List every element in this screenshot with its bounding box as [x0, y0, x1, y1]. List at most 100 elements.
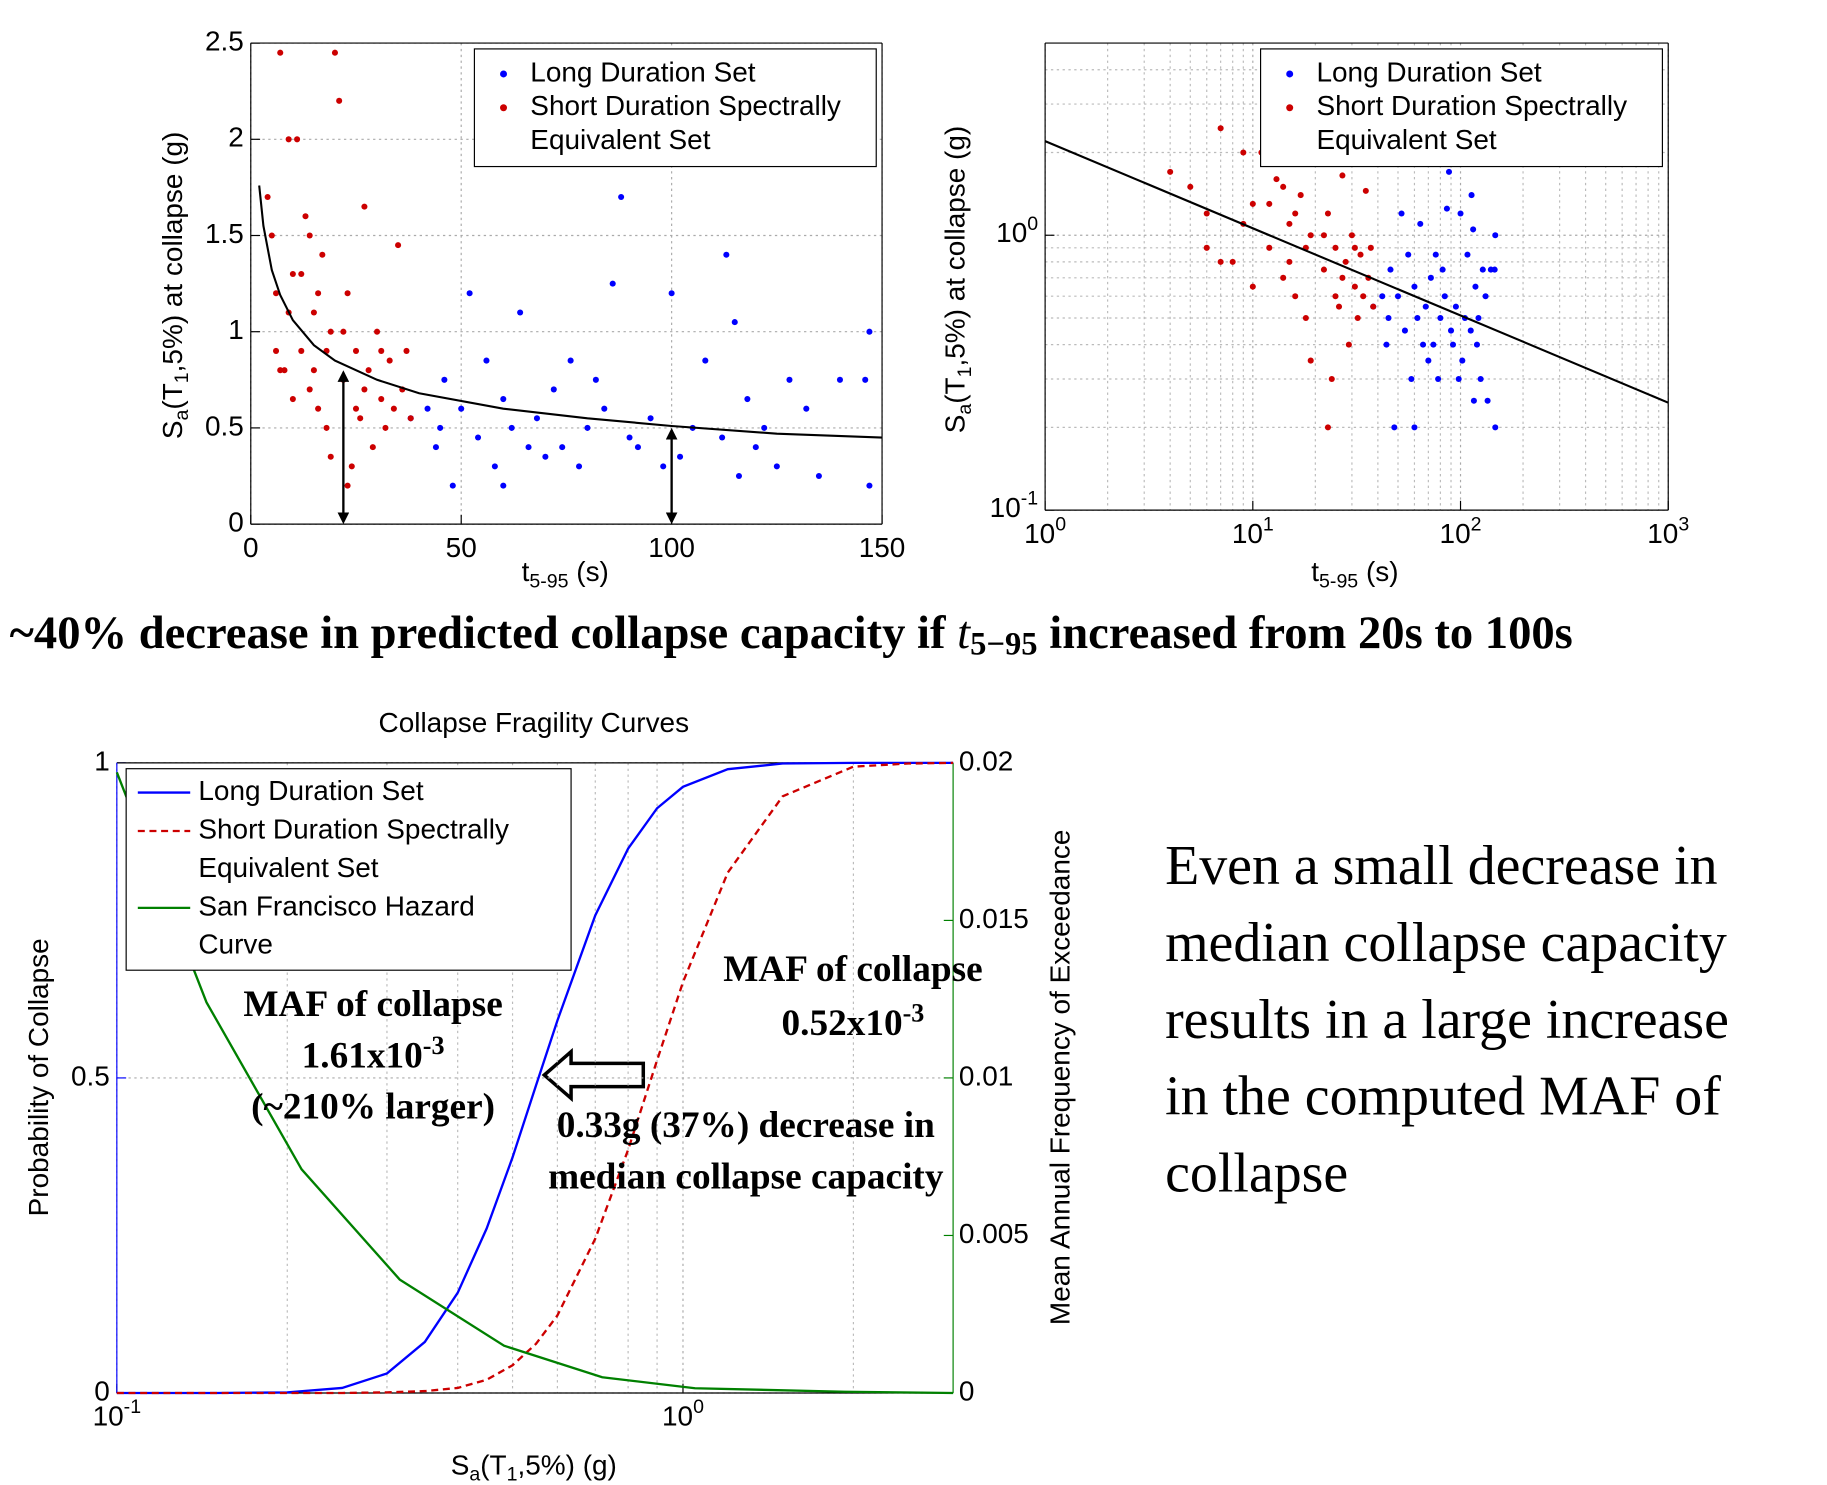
scatter-point: [744, 396, 751, 403]
scatter-point: [264, 193, 271, 201]
legend-label: Curve: [198, 929, 273, 960]
annotation-line: (~210% larger): [251, 1087, 495, 1128]
scatter-point: [1385, 314, 1392, 322]
scatter-point: [1307, 357, 1314, 364]
scatter-point: [1339, 274, 1346, 281]
legend-label: San Francisco Hazard: [198, 890, 474, 921]
y-tick-label: 100: [996, 213, 1038, 249]
scatter-point: [483, 357, 490, 364]
scatter-point: [1335, 303, 1343, 310]
scatter-point: [1491, 266, 1498, 273]
x-axis-label: t5-95 (s): [522, 557, 609, 593]
scatter-point: [331, 49, 338, 56]
scatter-point: [1362, 187, 1369, 194]
scatter-point: [836, 376, 843, 383]
scatter-point: [424, 405, 431, 412]
scatter-point: [310, 367, 317, 374]
scatter-point: [289, 396, 296, 403]
scatter-point: [273, 290, 280, 297]
scatter-point: [1249, 283, 1256, 290]
x-tick-label-part: 10: [662, 1401, 693, 1432]
scatter-point: [1280, 183, 1287, 190]
scatter-point: [584, 424, 591, 431]
scatter-point: [1479, 266, 1486, 273]
y-tick-label: 1: [228, 314, 244, 345]
scatter-point: [1360, 293, 1367, 300]
scatter-point: [1437, 314, 1444, 322]
scatter-point: [432, 444, 439, 451]
scatter-point: [361, 203, 368, 210]
scatter-point: [508, 424, 515, 431]
x-tick-label-part: 0: [693, 1396, 704, 1418]
x-axis-label-part: t: [522, 557, 530, 588]
scatter-point: [298, 270, 305, 278]
x-axis-label-part: t: [1311, 557, 1319, 588]
scatter-point: [466, 290, 473, 297]
scatter-point: [327, 453, 334, 460]
body-line: median collapse capacity: [1165, 912, 1727, 974]
x-tick-label-part: 0: [1055, 513, 1066, 535]
fit-line: [1044, 140, 1669, 404]
y-tick-label-part: 0: [1027, 213, 1038, 235]
scatter-point: [1351, 283, 1358, 290]
scatter-point: [1229, 258, 1236, 265]
scatter-point: [601, 405, 608, 412]
y-tick-label: 2: [228, 122, 244, 153]
scatter-point: [319, 251, 326, 258]
legend-label: Long Duration Set: [530, 56, 755, 87]
x-tick-label-part: 2: [1471, 513, 1482, 535]
scatter-point: [866, 328, 873, 335]
y-axis-label: Sa(T1,5%) at collapse (g): [940, 126, 976, 433]
x-tick-label: 102: [1440, 513, 1482, 549]
scatter-point: [1484, 397, 1491, 404]
scatter-point: [1320, 232, 1327, 239]
annotation-line-part: -3: [423, 1031, 445, 1060]
scatter-point: [1297, 192, 1304, 199]
y-axis-label-part: a: [954, 404, 976, 415]
legend-label: Long Duration Set: [1316, 56, 1541, 87]
scatter-point: [559, 444, 566, 451]
legend-box: [1260, 48, 1663, 168]
x-tick-label-part: 10: [1647, 518, 1678, 549]
scatter-point: [289, 270, 296, 278]
scatter-point: [365, 367, 372, 374]
scatter-point: [1467, 327, 1474, 334]
x-tick-label: 100: [1024, 513, 1066, 549]
scatter-point: [1470, 397, 1477, 404]
legend-marker: [1286, 70, 1294, 78]
scatter-point: [1351, 244, 1358, 251]
scatter-point: [542, 453, 549, 460]
y-tick-label-part: 10: [990, 493, 1021, 524]
scatter-point: [1401, 327, 1408, 334]
scatter-point: [1432, 251, 1439, 258]
x-axis-label-part: a: [469, 1464, 480, 1485]
scatter-point: [1370, 303, 1377, 310]
x-tick-label: 100: [662, 1396, 704, 1432]
scatter-point: [369, 444, 376, 451]
scatter-point: [1345, 341, 1352, 348]
scatter-point: [1266, 244, 1273, 251]
scatter-point: [1342, 258, 1349, 265]
scatter-point: [306, 386, 313, 393]
legend-label: Equivalent Set: [198, 852, 378, 883]
x-tick-label: 50: [446, 532, 477, 563]
body-line: in the computed MAF of: [1165, 1066, 1721, 1128]
x-axis-label-part: 5-95: [529, 571, 568, 593]
annotation-line-part: -3: [903, 999, 925, 1028]
y2-tick-label: 0: [959, 1375, 975, 1406]
scatter-point: [1280, 274, 1287, 281]
scatter-point: [1332, 293, 1339, 300]
scatter-point: [378, 396, 385, 403]
y2-tick-label: 0.005: [959, 1218, 1029, 1249]
legend-marker: [500, 70, 508, 78]
legend-box: [473, 48, 877, 168]
x-tick-label: 10-1: [93, 1396, 141, 1432]
scatter-point: [344, 290, 351, 297]
chart-title: Collapse Fragility Curves: [379, 707, 690, 738]
x-tick-label: 0: [243, 532, 259, 563]
x-tick-label-part: 1: [1263, 513, 1274, 535]
annotation-line-part: 0.52x10: [782, 1003, 903, 1044]
scatter-point: [1324, 424, 1331, 431]
scatter-point: [752, 444, 759, 451]
scatter-point: [268, 232, 275, 239]
